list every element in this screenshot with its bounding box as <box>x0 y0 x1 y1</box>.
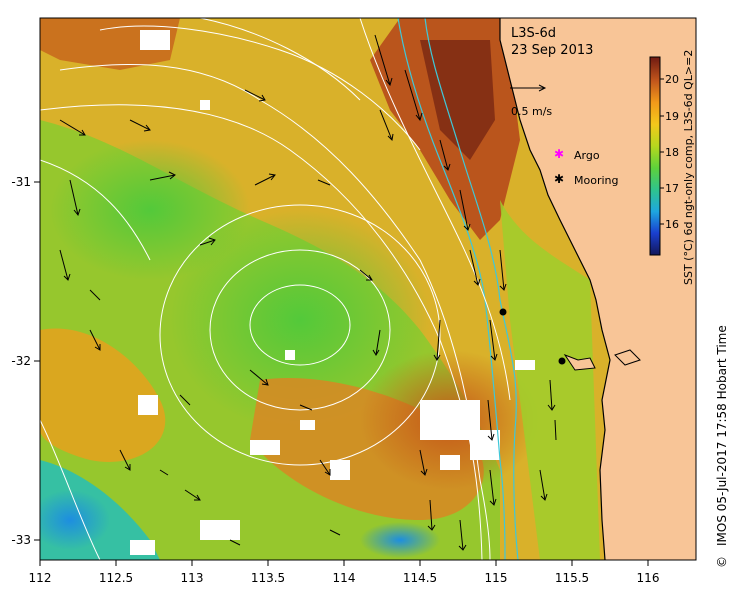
colorbar-tick: 20 <box>665 73 679 86</box>
colorbar-title: SST (°C) 6d ngt-only comp, L3S-6d QL>=2 <box>682 50 695 285</box>
colorbar: 20 19 18 17 16 SST (°C) 6d ngt-only comp… <box>649 50 695 285</box>
x-tick-label: 115 <box>485 571 508 585</box>
x-axis-labels: 112 112.5 113 113.5 114 114.5 115 115.5 … <box>29 571 660 585</box>
mooring-marker-2[interactable] <box>558 357 566 365</box>
argo-legend-label: Argo <box>574 149 600 162</box>
ssh-contours <box>40 18 511 560</box>
colorbar-tick: 19 <box>665 110 679 123</box>
axis-ticks <box>34 181 649 566</box>
credit-label: IMOS 05-Jul-2017 17:58 Hobart Time <box>715 325 729 546</box>
x-tick-label: 112.5 <box>99 571 133 585</box>
scale-label: 0.5 m/s <box>511 105 552 118</box>
coastline <box>499 18 611 560</box>
velocity-arrows <box>59 34 557 551</box>
velocity-scale: 0.5 m/s <box>510 84 552 118</box>
island <box>563 353 596 371</box>
x-tick-label: 114 <box>333 571 356 585</box>
y-tick-label: -32 <box>11 354 31 368</box>
y-tick-label: -31 <box>11 175 31 189</box>
x-tick-label: 112 <box>29 571 52 585</box>
x-tick-label: 113.5 <box>251 571 285 585</box>
x-tick-label: 114.5 <box>403 571 437 585</box>
marker-legend: ✱ Argo ✱ Mooring <box>554 147 619 187</box>
y-axis-labels: -31 -32 -33 <box>11 175 31 547</box>
x-tick-label: 115.5 <box>555 571 589 585</box>
colorbar-gradient <box>649 56 661 256</box>
x-tick-label: 113 <box>181 571 204 585</box>
colorbar-tick: 16 <box>665 218 679 231</box>
mooring-legend-label: Mooring <box>574 174 618 187</box>
product-label: L3S-6d <box>511 26 556 41</box>
colorbar-tick: 18 <box>665 146 679 159</box>
y-tick-label: -33 <box>11 533 31 547</box>
copyright-symbol: © <box>715 556 729 568</box>
mooring-markers <box>499 308 566 365</box>
x-tick-label: 116 <box>637 571 660 585</box>
sst-orange-patch-west <box>40 328 166 462</box>
lake <box>614 349 641 366</box>
sst-eddy-core <box>170 210 430 430</box>
land-mass <box>500 18 696 560</box>
mooring-legend-symbol: ✱ <box>554 172 564 186</box>
plot-frame <box>39 17 697 561</box>
mooring-marker-1[interactable] <box>499 308 507 316</box>
date-label: 23 Sep 2013 <box>511 43 593 58</box>
cloud-mask <box>130 30 535 555</box>
sst-plot-area <box>40 18 696 560</box>
sst-warm-core <box>420 40 495 160</box>
sst-cool-patch-south <box>360 522 440 558</box>
sst-cool-core <box>40 490 110 550</box>
credit-text: © IMOS 05-Jul-2017 17:58 Hobart Time <box>715 325 729 568</box>
argo-legend-symbol: ✱ <box>554 147 564 161</box>
colorbar-tick: 17 <box>665 182 679 195</box>
